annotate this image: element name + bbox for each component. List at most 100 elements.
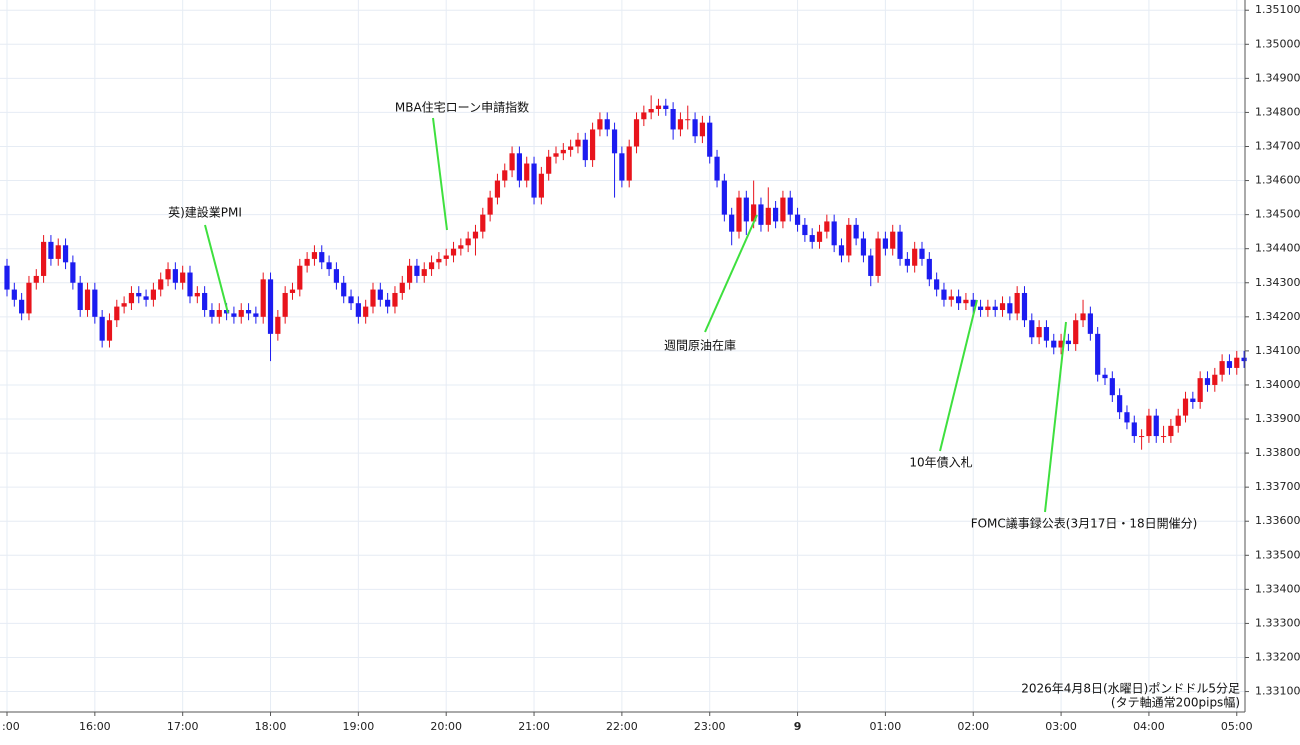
candle-body xyxy=(253,313,259,317)
y-tick-label: 1.35100 xyxy=(1255,3,1300,16)
candle-body xyxy=(948,296,954,300)
candle-body xyxy=(326,262,332,270)
candle-body xyxy=(1007,303,1013,314)
candle-body xyxy=(1036,327,1042,338)
x-tick-label: 19:00 xyxy=(343,720,375,733)
candle-body xyxy=(633,119,640,147)
candle-body xyxy=(816,231,823,242)
y-tick-label: 1.34300 xyxy=(1255,276,1300,289)
candle-body xyxy=(399,282,405,293)
candle-body xyxy=(1095,333,1101,375)
candle-body xyxy=(231,313,237,317)
candle-body xyxy=(773,207,779,222)
candle-body xyxy=(1204,378,1211,385)
candle-body xyxy=(516,153,522,181)
candle-body xyxy=(260,279,266,317)
y-tick-label: 1.34400 xyxy=(1255,242,1300,255)
candle-body xyxy=(355,303,361,317)
candle-body xyxy=(11,289,17,300)
y-tick-label: 1.33800 xyxy=(1255,446,1300,459)
candle-body xyxy=(860,238,867,256)
y-tick-label: 1.35000 xyxy=(1255,37,1300,50)
candle-body xyxy=(787,197,793,215)
candle-body xyxy=(553,153,559,157)
candle-body xyxy=(531,163,537,198)
y-tick-label: 1.33700 xyxy=(1255,480,1300,493)
candle-body xyxy=(765,207,771,225)
candle-body xyxy=(1182,398,1189,416)
candle-body xyxy=(611,129,618,154)
candle-body xyxy=(1117,395,1123,413)
candle-body xyxy=(165,269,171,280)
candle-body xyxy=(1087,313,1093,334)
candle-body xyxy=(465,238,471,246)
candle-body xyxy=(114,306,120,321)
candle-body xyxy=(1234,357,1240,368)
candle-body xyxy=(55,245,61,259)
y-tick-label: 1.33100 xyxy=(1255,685,1300,698)
candle-body xyxy=(699,122,705,137)
candle-body xyxy=(84,289,91,311)
candle-body xyxy=(209,310,215,317)
candle-body xyxy=(604,119,610,130)
x-tick-label: 20:00 xyxy=(430,720,462,733)
candle-body xyxy=(970,299,976,307)
candle-body xyxy=(62,245,69,263)
candle-body xyxy=(41,241,47,276)
candle-body xyxy=(802,224,808,236)
candle-body xyxy=(560,149,566,154)
y-tick-label: 1.33900 xyxy=(1255,412,1300,425)
candle-body xyxy=(846,224,852,256)
x-tick-label: 17:00 xyxy=(167,720,199,733)
y-tick-label: 1.33600 xyxy=(1255,514,1300,527)
candle-body xyxy=(363,306,369,317)
candle-body xyxy=(1212,374,1218,385)
candle-body xyxy=(626,146,632,181)
candle-body xyxy=(941,289,947,300)
candle-body xyxy=(450,248,457,256)
candle-body xyxy=(224,310,230,314)
candle-body xyxy=(546,156,552,174)
candle-body xyxy=(1197,378,1203,402)
candle-body xyxy=(106,320,113,341)
candle-body xyxy=(216,310,222,317)
annotation: FOMC議事録公表(3月17日・18日開催分) xyxy=(971,516,1198,531)
candle-body xyxy=(480,214,486,232)
candle-body xyxy=(655,105,662,110)
candle-body xyxy=(1219,361,1225,375)
candle-body xyxy=(977,306,984,311)
candle-body xyxy=(33,275,39,283)
candle-body xyxy=(311,252,318,259)
candle-body xyxy=(890,231,896,249)
y-tick-label: 1.33400 xyxy=(1255,582,1300,595)
candle-body xyxy=(809,235,815,242)
x-tick-label: 02:00 xyxy=(957,720,989,733)
candle-body xyxy=(590,129,596,161)
y-tick-label: 1.34600 xyxy=(1255,174,1300,187)
candle-body xyxy=(648,109,654,113)
candle-body xyxy=(1065,340,1071,345)
candle-body xyxy=(136,292,142,297)
candle-body xyxy=(289,289,296,293)
candle-body xyxy=(692,119,698,137)
candle-body xyxy=(597,119,603,130)
y-tick-label: 1.34700 xyxy=(1255,139,1300,152)
candle-body xyxy=(685,119,691,121)
candle-body xyxy=(275,316,281,334)
x-tick-label: :00 xyxy=(2,720,20,733)
candle-body xyxy=(341,282,347,297)
candle-body xyxy=(502,170,508,181)
candle-body xyxy=(187,272,193,297)
candle-body xyxy=(4,265,10,290)
candle-body xyxy=(1014,292,1020,314)
annotation-line xyxy=(1044,321,1067,513)
candle-body xyxy=(524,163,530,181)
annotation: 英)建設業PMI xyxy=(168,205,242,220)
candle-body xyxy=(707,122,713,157)
candle-body xyxy=(1102,374,1108,379)
candle-body xyxy=(172,269,178,283)
candle-body xyxy=(348,296,354,304)
candle-body xyxy=(1131,422,1137,437)
y-tick-label: 1.33500 xyxy=(1255,548,1300,561)
